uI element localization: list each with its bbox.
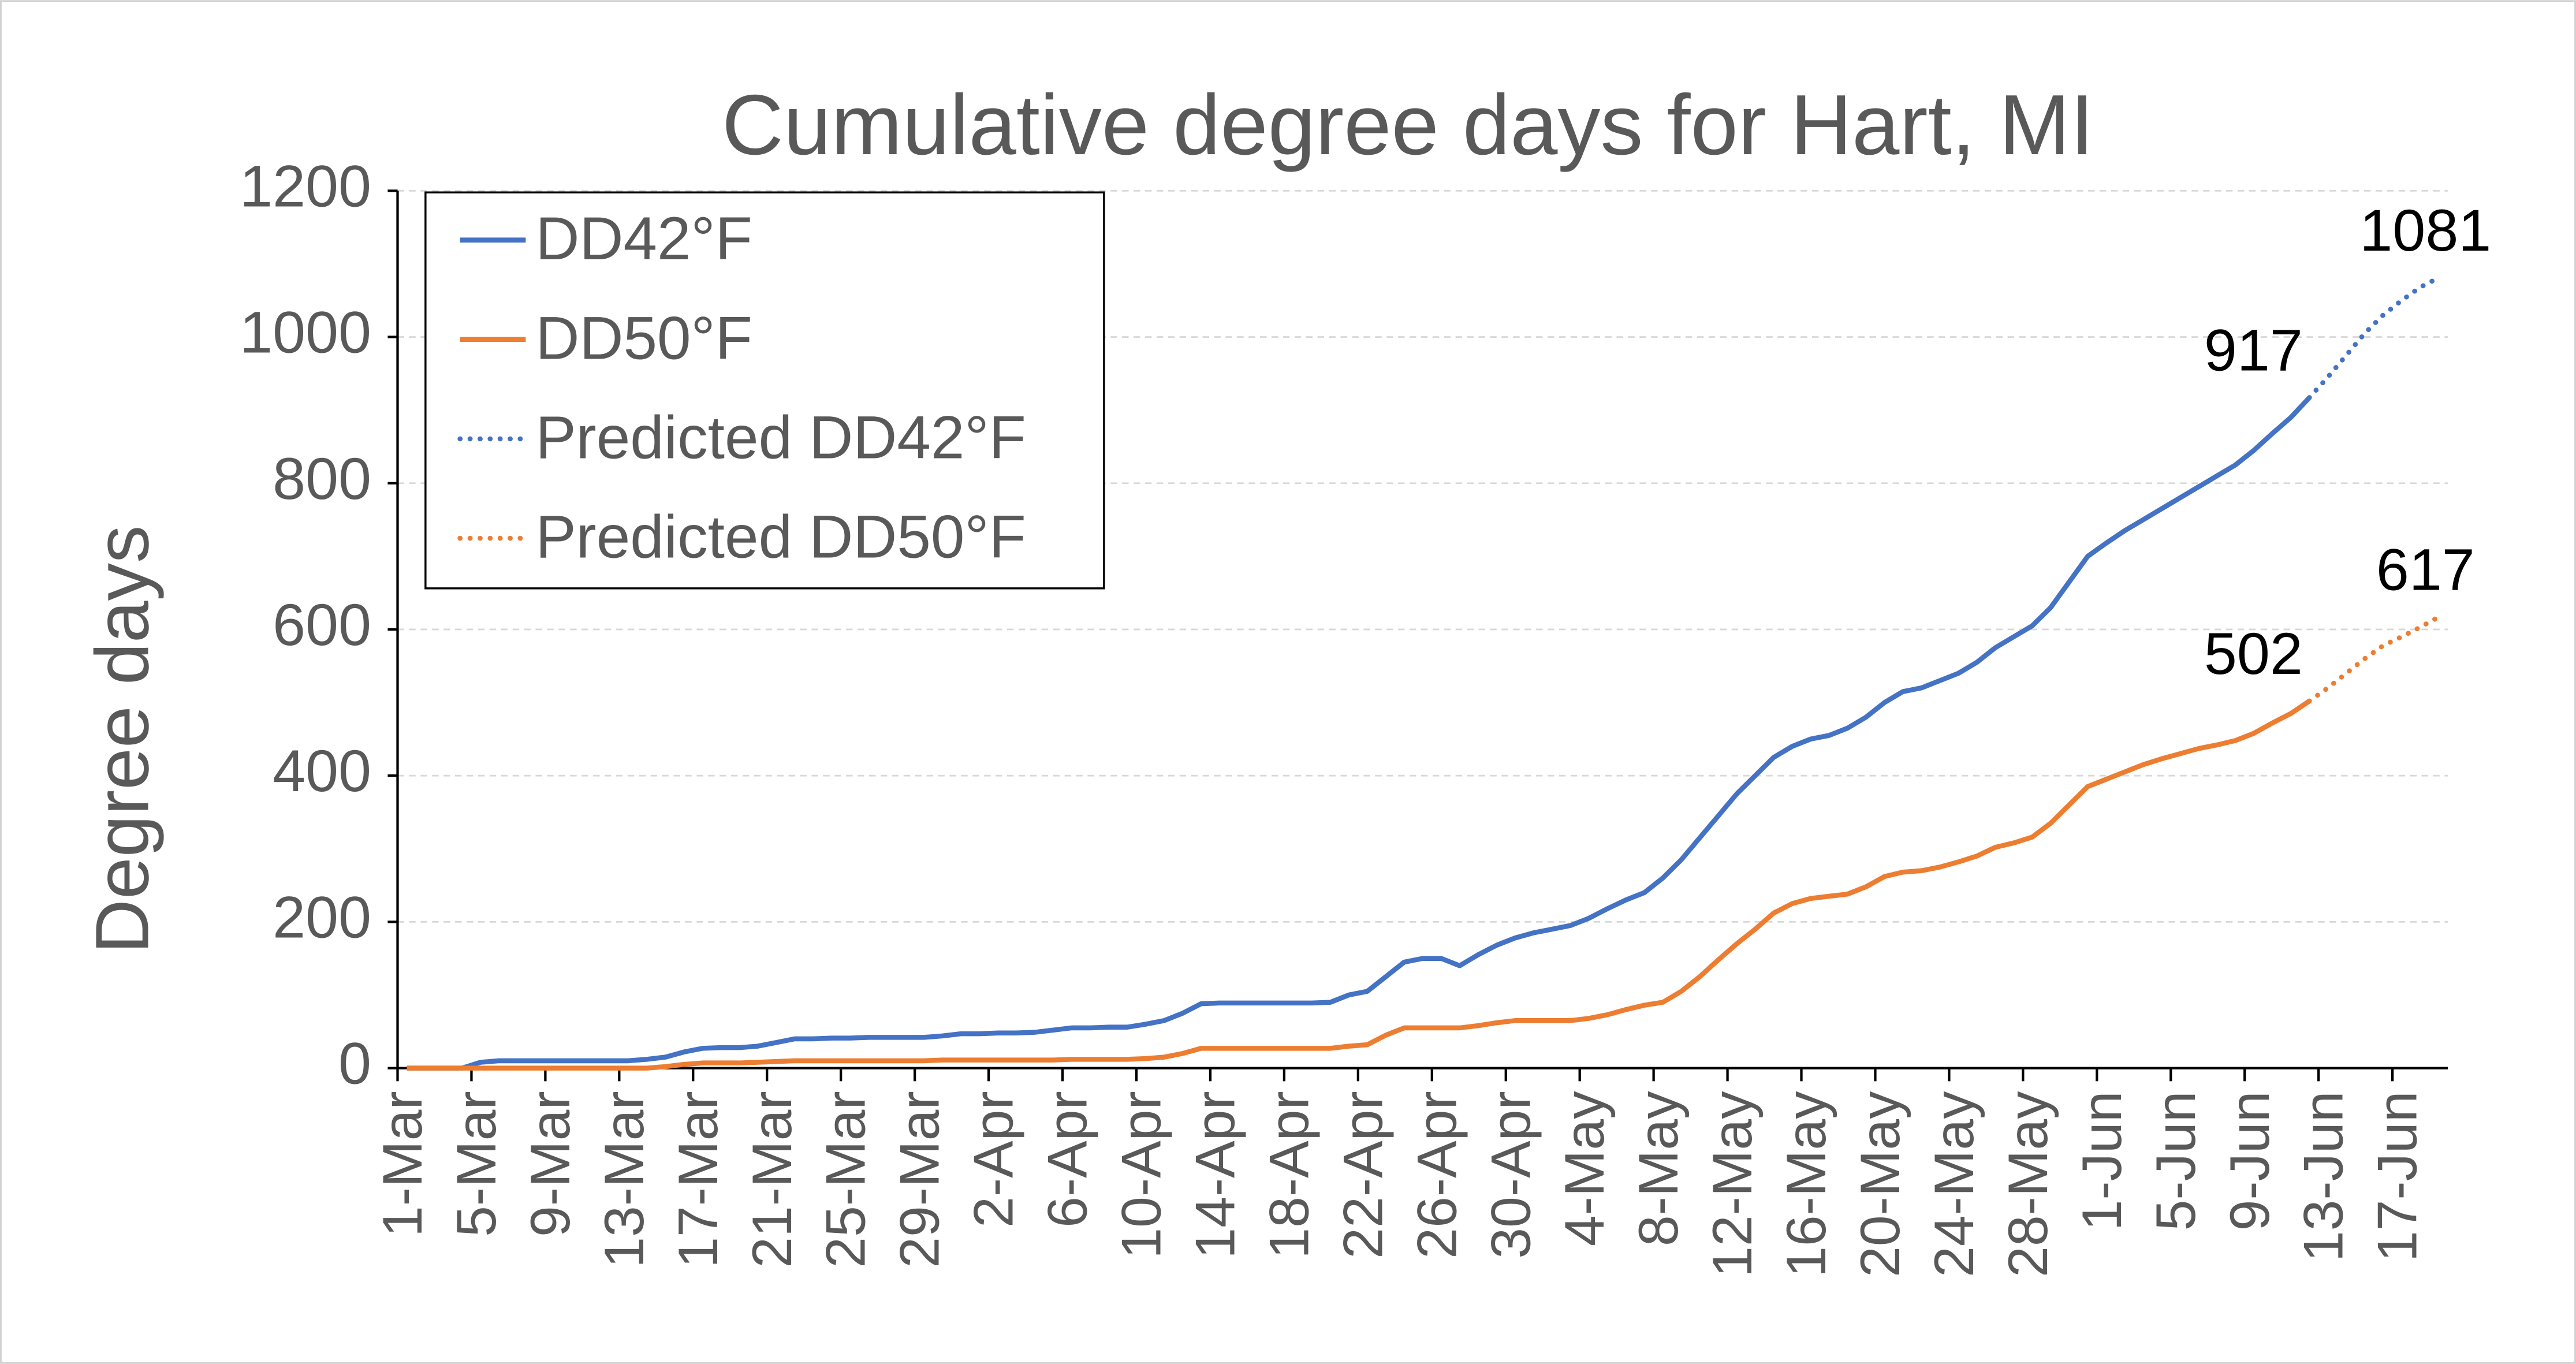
data-label: 917 bbox=[2204, 317, 2303, 383]
x-tick-label: 12-May bbox=[1701, 1091, 1764, 1277]
x-tick-label: 16-May bbox=[1775, 1091, 1837, 1277]
legend-label: Predicted DD42°F bbox=[535, 404, 1026, 471]
x-tick-label: 1-Mar bbox=[371, 1091, 434, 1237]
x-tick-label: 5-Jun bbox=[2145, 1091, 2207, 1231]
legend-label: Predicted DD50°F bbox=[535, 504, 1026, 571]
x-tick-label: 13-Mar bbox=[593, 1091, 655, 1268]
y-tick-label: 1200 bbox=[240, 152, 371, 219]
x-tick-label: 1-Jun bbox=[2071, 1091, 2133, 1231]
series-line bbox=[2306, 275, 2441, 400]
x-tick-label: 30-Apr bbox=[1479, 1091, 1542, 1258]
x-tick-label: 29-Mar bbox=[889, 1091, 951, 1268]
x-tick-label: 14-Apr bbox=[1184, 1091, 1246, 1258]
y-tick-label: 200 bbox=[273, 884, 371, 950]
series-line bbox=[407, 396, 2312, 1071]
x-tick-label: 17-Mar bbox=[667, 1091, 729, 1268]
data-label: 1081 bbox=[2359, 197, 2491, 263]
y-tick-label: 0 bbox=[338, 1030, 371, 1097]
x-tick-label: 8-May bbox=[1627, 1091, 1690, 1246]
x-tick-label: 20-May bbox=[1849, 1091, 1911, 1277]
x-tick-label: 17-Jun bbox=[2366, 1091, 2429, 1262]
x-tick-label: 10-Apr bbox=[1110, 1091, 1173, 1258]
x-tick-label: 26-Apr bbox=[1406, 1091, 1468, 1258]
x-tick-label: 5-Mar bbox=[445, 1091, 508, 1237]
y-tick-label: 600 bbox=[273, 591, 371, 658]
y-tick-label: 800 bbox=[273, 445, 371, 512]
y-axis-label: Degree days bbox=[80, 526, 164, 954]
legend: DD42°F DD50°F Predicted DD42°F Predicted DD… bbox=[424, 191, 1105, 590]
data-label: 617 bbox=[2376, 536, 2475, 603]
series-line bbox=[407, 699, 2311, 1071]
legend-box bbox=[424, 191, 1105, 590]
x-tick-label: 21-Mar bbox=[741, 1091, 803, 1268]
x-tick-label: 9-Mar bbox=[519, 1091, 581, 1237]
x-tick-label: 22-Apr bbox=[1332, 1091, 1394, 1258]
y-tick-label: 1000 bbox=[240, 299, 371, 366]
legend-label: DD50°F bbox=[535, 304, 752, 372]
chart-title: Cumulative degree days for Hart, MI bbox=[722, 77, 2094, 173]
x-tick-label: 6-Apr bbox=[1037, 1091, 1099, 1228]
x-tick-label: 9-Jun bbox=[2219, 1091, 2281, 1231]
data-label: 502 bbox=[2204, 620, 2303, 687]
x-tick-label: 24-May bbox=[1923, 1091, 1985, 1277]
legend-label: DD42°F bbox=[535, 205, 752, 273]
x-tick-label: 28-May bbox=[1997, 1091, 2059, 1277]
x-tick-label: 13-Jun bbox=[2292, 1091, 2355, 1262]
x-tick-label: 25-Mar bbox=[815, 1091, 877, 1268]
x-tick-label: 18-Apr bbox=[1258, 1091, 1320, 1258]
series-line bbox=[2306, 614, 2441, 704]
y-tick-label: 400 bbox=[273, 737, 371, 804]
x-tick-label: 4-May bbox=[1553, 1091, 1616, 1246]
x-tick-label: 2-Apr bbox=[963, 1091, 1025, 1228]
